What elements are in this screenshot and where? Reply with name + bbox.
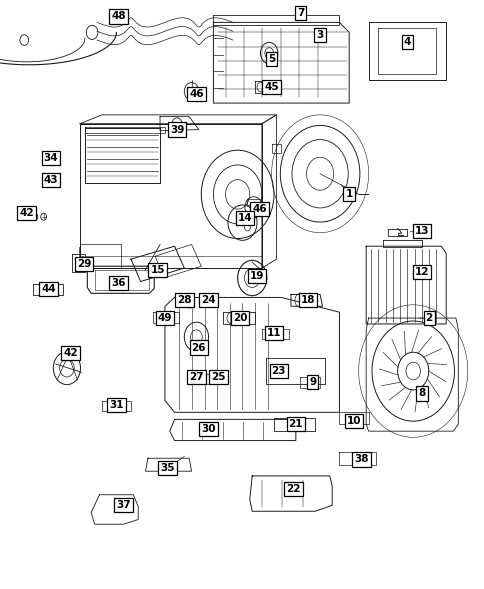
Text: 20: 20 [232, 313, 247, 323]
Text: 46: 46 [252, 204, 266, 214]
Text: 15: 15 [150, 265, 165, 274]
Text: 7: 7 [296, 8, 304, 18]
Text: 39: 39 [169, 125, 184, 134]
Text: 37: 37 [116, 501, 131, 510]
Text: 35: 35 [160, 464, 174, 473]
Text: 19: 19 [249, 271, 264, 280]
Text: 11: 11 [266, 328, 281, 337]
Text: 45: 45 [264, 82, 278, 92]
Text: 25: 25 [211, 372, 225, 382]
Text: 46: 46 [189, 90, 203, 99]
Text: 9: 9 [309, 377, 316, 386]
Text: 42: 42 [63, 349, 77, 358]
Text: 18: 18 [300, 296, 315, 305]
Text: 23: 23 [271, 366, 286, 376]
Text: 8: 8 [418, 389, 424, 398]
Text: 10: 10 [346, 416, 361, 426]
Text: 49: 49 [157, 313, 172, 323]
Text: 4: 4 [403, 38, 410, 47]
Text: 28: 28 [177, 296, 191, 305]
Text: 24: 24 [201, 296, 215, 305]
Text: 12: 12 [414, 267, 428, 277]
Text: 27: 27 [189, 372, 203, 382]
Text: 43: 43 [44, 175, 58, 184]
Text: 3: 3 [316, 31, 323, 40]
Text: 13: 13 [414, 226, 428, 236]
Text: 34: 34 [44, 153, 58, 163]
Text: 48: 48 [111, 12, 126, 21]
Text: 5: 5 [268, 54, 274, 64]
Text: 42: 42 [19, 209, 34, 218]
Text: 22: 22 [286, 484, 300, 494]
Text: 14: 14 [237, 213, 252, 223]
Text: 36: 36 [111, 278, 126, 287]
Text: 44: 44 [41, 284, 56, 293]
Text: 38: 38 [353, 455, 368, 464]
Text: 30: 30 [201, 424, 215, 434]
Text: 21: 21 [288, 419, 302, 429]
Text: 2: 2 [425, 313, 432, 323]
Text: 1: 1 [345, 190, 352, 199]
Text: 26: 26 [191, 343, 206, 352]
Text: 31: 31 [109, 401, 123, 410]
Text: 29: 29 [76, 259, 91, 269]
